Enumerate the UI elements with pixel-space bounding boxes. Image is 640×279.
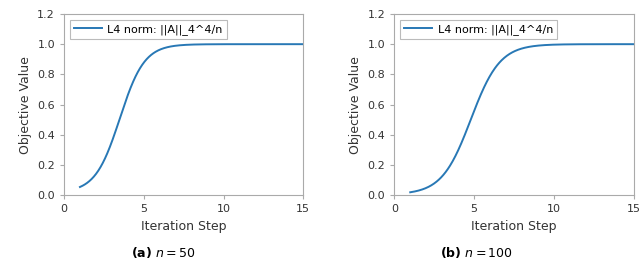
L4 norm: ||A||_4^4/n: (12.5, 1): ||A||_4^4/n: (12.5, 1) <box>259 42 267 46</box>
L4 norm: ||A||_4^4/n: (8.58, 0.985): ||A||_4^4/n: (8.58, 0.985) <box>527 45 535 48</box>
X-axis label: Iteration Step: Iteration Step <box>471 220 557 233</box>
L4 norm: ||A||_4^4/n: (1, 0.02): ||A||_4^4/n: (1, 0.02) <box>406 191 414 194</box>
Text: (b) $n = 100$: (b) $n = 100$ <box>440 245 513 260</box>
Text: (a) $n = 50$: (a) $n = 50$ <box>131 245 195 260</box>
L4 norm: ||A||_4^4/n: (15, 1): ||A||_4^4/n: (15, 1) <box>630 42 637 46</box>
L4 norm: ||A||_4^4/n: (7.73, 0.962): ||A||_4^4/n: (7.73, 0.962) <box>514 48 522 52</box>
Y-axis label: Objective Value: Objective Value <box>19 56 31 153</box>
Legend: L4 norm: ||A||_4^4/n: L4 norm: ||A||_4^4/n <box>70 20 227 39</box>
L4 norm: ||A||_4^4/n: (14.7, 1): ||A||_4^4/n: (14.7, 1) <box>625 42 632 46</box>
L4 norm: ||A||_4^4/n: (9.33, 1): ||A||_4^4/n: (9.33, 1) <box>209 43 217 46</box>
L4 norm: ||A||_4^4/n: (7.73, 0.996): ||A||_4^4/n: (7.73, 0.996) <box>184 43 191 46</box>
L4 norm: ||A||_4^4/n: (15, 1): ||A||_4^4/n: (15, 1) <box>300 42 307 46</box>
L4 norm: ||A||_4^4/n: (7.65, 0.959): ||A||_4^4/n: (7.65, 0.959) <box>513 49 520 52</box>
L4 norm: ||A||_4^4/n: (12.5, 1): ||A||_4^4/n: (12.5, 1) <box>589 42 597 46</box>
Line: L4 norm: ||A||_4^4/n: L4 norm: ||A||_4^4/n <box>410 44 634 192</box>
L4 norm: ||A||_4^4/n: (9.33, 0.993): ||A||_4^4/n: (9.33, 0.993) <box>540 44 547 47</box>
X-axis label: Iteration Step: Iteration Step <box>141 220 227 233</box>
L4 norm: ||A||_4^4/n: (8.58, 0.999): ||A||_4^4/n: (8.58, 0.999) <box>197 43 205 46</box>
L4 norm: ||A||_4^4/n: (7.65, 0.996): ||A||_4^4/n: (7.65, 0.996) <box>182 43 190 47</box>
Line: L4 norm: ||A||_4^4/n: L4 norm: ||A||_4^4/n <box>80 44 303 187</box>
Y-axis label: Objective Value: Objective Value <box>349 56 362 153</box>
L4 norm: ||A||_4^4/n: (14.7, 1): ||A||_4^4/n: (14.7, 1) <box>294 42 302 46</box>
L4 norm: ||A||_4^4/n: (1, 0.055): ||A||_4^4/n: (1, 0.055) <box>76 185 84 189</box>
Legend: L4 norm: ||A||_4^4/n: L4 norm: ||A||_4^4/n <box>400 20 557 39</box>
